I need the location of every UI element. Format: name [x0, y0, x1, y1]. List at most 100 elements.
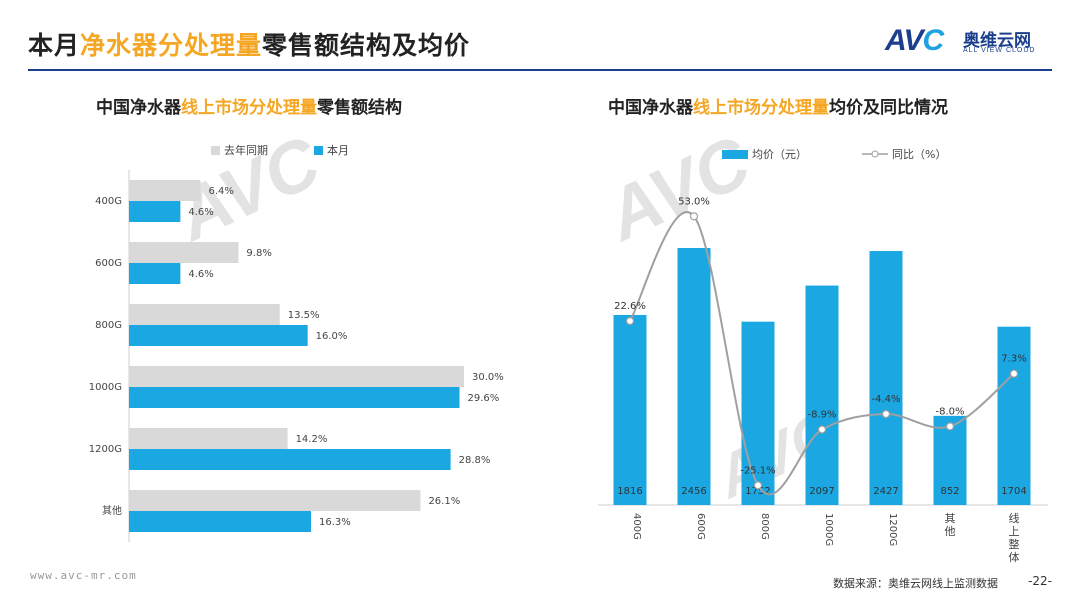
bar-current — [129, 387, 460, 408]
bar-label-last-year: 26.1% — [428, 496, 460, 507]
yoy-label: -25.1% — [740, 465, 775, 476]
logo-cn-text: 奥维云网 — [963, 31, 1031, 51]
left-category-label: 1000G — [89, 382, 122, 393]
avg-price-bar — [933, 415, 967, 505]
bar-label-current: 29.6% — [468, 393, 500, 404]
yoy-label: 22.6% — [614, 301, 646, 312]
left-legend-last-year: 去年同期 — [211, 142, 268, 158]
right-legend-bar-label: 均价（元） — [752, 148, 807, 161]
left-category-label: 其他 — [102, 504, 122, 517]
header-divider — [28, 69, 1052, 71]
right-chart-title: 中国净水器线上市场分处理量均价及同比情况 — [608, 93, 948, 118]
avg-price-label: 2427 — [873, 486, 898, 497]
avg-price-label: 2097 — [809, 486, 834, 497]
yoy-point — [1009, 369, 1019, 378]
yoy-point — [817, 425, 827, 434]
bar-current — [129, 263, 181, 284]
left-legend-last-label: 去年同期 — [224, 144, 268, 157]
right-category-label: 600G — [695, 513, 706, 540]
bar-last-year — [129, 242, 239, 263]
left-chart-title: 中国净水器线上市场分处理量零售额结构 — [96, 93, 402, 118]
right-category-label: 1200G — [887, 513, 898, 546]
yoy-label: 53.0% — [678, 196, 710, 207]
right-category-label: 1000G — [823, 513, 834, 546]
bar-current — [129, 511, 312, 532]
bar-last-year — [129, 366, 464, 387]
page-title-highlight: 净水器分处理量 — [80, 31, 263, 60]
yoy-label: 7.3% — [1001, 354, 1026, 365]
avg-price-bar — [997, 326, 1031, 505]
left-category-label: 400G — [95, 196, 122, 207]
page-title-post: 零售额结构及均价 — [262, 31, 471, 60]
right-legend-line: 同比（%） — [862, 146, 946, 162]
bar-last-year — [129, 490, 421, 511]
yoy-point — [881, 409, 891, 419]
bar-label-current: 4.6% — [188, 207, 213, 218]
bar-current — [129, 325, 308, 346]
logo-en-text: ALL VIEW CLOUD — [963, 47, 1036, 54]
bar-label-last-year: 14.2% — [296, 434, 328, 445]
yoy-point — [945, 422, 955, 431]
avg-price-bar — [741, 321, 775, 505]
yoy-label: -8.0% — [935, 406, 964, 417]
right-category-char: 上 — [1009, 525, 1020, 538]
left-legend-current-label: 本月 — [327, 144, 349, 157]
yoy-line — [629, 211, 1015, 496]
left-category-label: 600G — [95, 258, 122, 269]
avg-price-label: 2456 — [681, 486, 706, 497]
legend-swatch-blue — [314, 146, 323, 155]
avg-price-bar — [805, 285, 839, 505]
avc-logo: AVC 奥维云网 ALL VIEW CLOUD — [885, 22, 1050, 62]
bar-last-year — [129, 180, 201, 201]
right-category-char: 他 — [945, 525, 956, 538]
avg-price-label: 1816 — [617, 486, 642, 497]
legend-line-icon — [862, 150, 888, 158]
legend-swatch-bar — [722, 150, 748, 159]
logo-mark: AVC — [885, 24, 944, 58]
bar-current — [129, 201, 181, 222]
right-title-post: 均价及同比情况 — [829, 98, 948, 118]
right-combo-chart: 1816 400G 2456 600G 1752 800G 2097 1000G 2427 120… — [598, 196, 1048, 564]
bar-label-last-year: 13.5% — [288, 310, 320, 321]
bar-label-current: 28.8% — [459, 455, 491, 466]
page-title-pre: 本月 — [28, 31, 81, 60]
yoy-label: -4.4% — [871, 394, 900, 405]
footer-url: www.avc-mr.com — [30, 569, 137, 582]
avg-price-label: 1704 — [1001, 486, 1026, 497]
right-category-label: 800G — [759, 513, 770, 540]
yoy-label: -8.9% — [807, 410, 836, 421]
right-legend-bar: 均价（元） — [722, 146, 807, 162]
right-category-label: 其他 — [945, 512, 956, 538]
right-title-pre: 中国净水器 — [608, 98, 693, 118]
bar-last-year — [129, 304, 280, 325]
bar-label-current: 16.3% — [319, 517, 351, 528]
bar-last-year — [129, 428, 288, 449]
bar-label-last-year: 6.4% — [208, 186, 233, 197]
bar-label-last-year: 9.8% — [246, 248, 271, 259]
right-category-char: 整 — [1009, 537, 1020, 551]
logo-mark-c: C — [922, 24, 944, 57]
right-category-char: 线 — [1009, 511, 1020, 525]
bar-label-current: 4.6% — [188, 269, 213, 280]
left-title-post: 零售额结构 — [317, 98, 402, 118]
right-category-char: 其 — [945, 512, 956, 525]
left-category-label: 1200G — [89, 444, 122, 455]
avg-price-bar — [869, 251, 903, 505]
right-category-char: 体 — [1009, 550, 1020, 564]
footer-source: 数据来源：奥维云网线上监测数据 — [833, 577, 998, 590]
legend-swatch-gray — [211, 146, 220, 155]
bar-current — [129, 449, 451, 470]
left-title-pre: 中国净水器 — [96, 98, 181, 118]
left-title-highlight: 线上市场分处理量 — [181, 98, 317, 118]
yoy-point — [753, 481, 763, 490]
avg-price-bar — [613, 314, 647, 505]
right-legend-line-label: 同比（%） — [892, 148, 947, 161]
page-title: 本月净水器分处理量零售额结构及均价 — [28, 26, 470, 62]
avg-price-bar — [677, 248, 711, 505]
bar-label-last-year: 30.0% — [472, 372, 504, 383]
logo-mark-av: AV — [885, 24, 923, 57]
avg-price-label: 1752 — [745, 486, 770, 497]
avg-price-label: 852 — [940, 486, 959, 497]
yoy-point — [625, 316, 635, 326]
